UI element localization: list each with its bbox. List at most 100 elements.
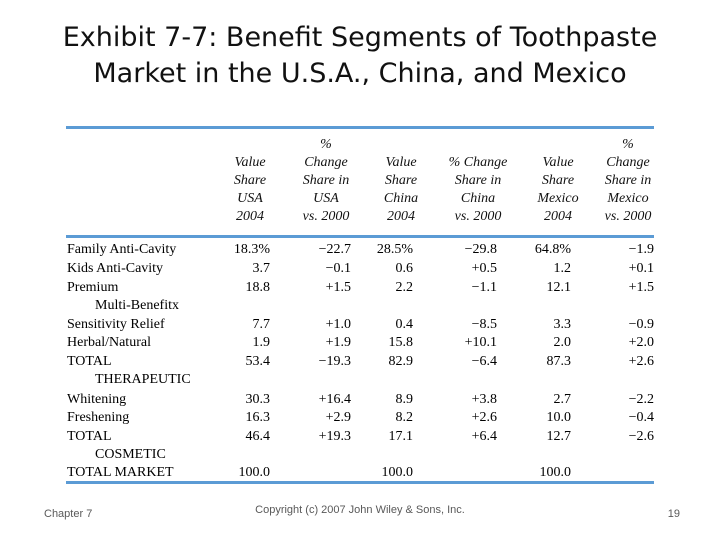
table-cell: +1.9 <box>325 335 351 350</box>
column-header-line: vs. 2000 <box>604 209 652 224</box>
table-cell: 2.7 <box>553 392 572 407</box>
table-cell: −2.2 <box>628 392 654 407</box>
table-cell: −1.9 <box>628 242 654 257</box>
table-cell: +0.1 <box>628 261 654 276</box>
column-header-line: China <box>460 191 496 206</box>
row-label-continuation: COSMETIC <box>95 447 166 462</box>
table-cell: +2.0 <box>628 335 654 350</box>
table-cell: 100.0 <box>381 465 414 480</box>
table-cell: −6.4 <box>471 354 497 369</box>
column-header: Value Share China 2004 <box>356 136 446 226</box>
table-cell: −2.6 <box>628 429 654 444</box>
table-cell: +2.6 <box>628 354 654 369</box>
column-header: % Change Share in China vs. 2000 <box>433 136 523 226</box>
table-cell: 10.0 <box>546 410 572 425</box>
table-cell: 28.5% <box>376 242 413 257</box>
table-header-rule <box>66 235 654 238</box>
column-header: Value Share USA 2004 <box>205 136 295 226</box>
column-header-line: % <box>320 137 332 152</box>
table-cell: +1.5 <box>628 280 654 295</box>
row-label-text: Premium <box>67 280 119 295</box>
table-cell: +2.9 <box>325 410 351 425</box>
table-cell: 1.9 <box>252 335 271 350</box>
table-cell: +19.3 <box>318 429 351 444</box>
row-label: Sensitivity Relief <box>67 316 165 334</box>
table-cell: −0.1 <box>325 261 351 276</box>
table-cell: 87.3 <box>546 354 572 369</box>
column-header-line: China <box>383 191 419 206</box>
row-label: Herbal/Natural <box>67 334 151 352</box>
table-cell: −0.4 <box>628 410 654 425</box>
slide-title: Exhibit 7-7: Benefit Segments of Toothpa… <box>40 20 680 92</box>
column-header-line: 2004 <box>544 209 572 224</box>
table-cell: 100.0 <box>539 465 572 480</box>
column-header-line: % Change <box>448 155 508 170</box>
column-header-line: 2004 <box>387 209 415 224</box>
table-cell: −1.1 <box>471 280 497 295</box>
column-header-line: Share <box>541 173 575 188</box>
table-bottom-rule <box>66 481 654 484</box>
column-header-line: Share <box>233 173 267 188</box>
column-header-line: USA <box>313 191 339 206</box>
table-cell: +1.5 <box>325 280 351 295</box>
table-cell: −22.7 <box>318 242 351 257</box>
column-header-line: 2004 <box>236 209 264 224</box>
table-cell: +10.1 <box>464 335 497 350</box>
table-cell: −19.3 <box>318 354 351 369</box>
column-header-line: Share in <box>604 173 652 188</box>
column-header-line: Change <box>304 155 348 170</box>
row-label-text: Herbal/Natural <box>67 335 151 350</box>
table-top-rule <box>66 126 654 129</box>
row-label-text: TOTAL <box>67 429 112 444</box>
row-label: TOTAL MARKET <box>67 464 174 482</box>
table-cell: 17.1 <box>388 429 414 444</box>
table-cell: 2.0 <box>553 335 572 350</box>
row-label-continuation: THERAPEUTIC <box>95 372 191 387</box>
table-cell: −8.5 <box>471 317 497 332</box>
table-cell: 0.4 <box>395 317 414 332</box>
table-cell: 7.7 <box>252 317 271 332</box>
column-header-line: Value <box>542 155 574 170</box>
row-label-text: Sensitivity Relief <box>67 317 165 332</box>
row-label-continuation: Multi-Benefitx <box>95 298 179 313</box>
footer-page-number: 19 <box>667 508 680 520</box>
column-header-line: % <box>622 137 634 152</box>
footer-chapter: Chapter 7 <box>44 508 93 520</box>
column-header-line: vs. 2000 <box>454 209 502 224</box>
table-cell: 18.3% <box>233 242 270 257</box>
table-cell: 12.1 <box>546 280 572 295</box>
table-cell: 82.9 <box>388 354 414 369</box>
row-label: Kids Anti-Cavity <box>67 260 163 278</box>
table-cell: +16.4 <box>318 392 351 407</box>
column-header-line: Share in <box>302 173 350 188</box>
row-label-text: Freshening <box>67 410 130 425</box>
column-header: % Change Share in USA vs. 2000 <box>281 136 371 226</box>
table-cell: −0.9 <box>628 317 654 332</box>
table-cell: 8.2 <box>395 410 414 425</box>
table-cell: 30.3 <box>245 392 271 407</box>
table-cell: +6.4 <box>471 429 497 444</box>
row-label: Premium Multi-Benefitx <box>67 279 179 315</box>
row-label-text: Whitening <box>67 392 127 407</box>
table-cell: 46.4 <box>245 429 271 444</box>
table-cell: 64.8% <box>534 242 571 257</box>
row-label: Freshening <box>67 409 129 427</box>
table-cell: 8.9 <box>395 392 414 407</box>
row-label: Family Anti-Cavity <box>67 241 176 259</box>
row-label-text: Kids Anti-Cavity <box>67 261 164 276</box>
column-header-line: Change <box>606 155 650 170</box>
table-cell: +1.0 <box>325 317 351 332</box>
table-cell: −29.8 <box>464 242 497 257</box>
table-cell: 3.7 <box>252 261 271 276</box>
row-label-text: TOTAL <box>67 354 112 369</box>
table-cell: 0.6 <box>395 261 414 276</box>
table-cell: 16.3 <box>245 410 271 425</box>
table-cell: +2.6 <box>471 410 497 425</box>
column-header-line: vs. 2000 <box>302 209 350 224</box>
column-header-line: USA <box>237 191 263 206</box>
slide-title-line-2: Market in the U.S.A., China, and Mexico <box>93 58 627 89</box>
table-cell: 18.8 <box>245 280 271 295</box>
footer-copyright: Copyright (c) 2007 John Wiley & Sons, In… <box>255 504 465 516</box>
column-header-line: Mexico <box>607 191 649 206</box>
row-label: TOTAL COSMETIC <box>67 428 166 464</box>
